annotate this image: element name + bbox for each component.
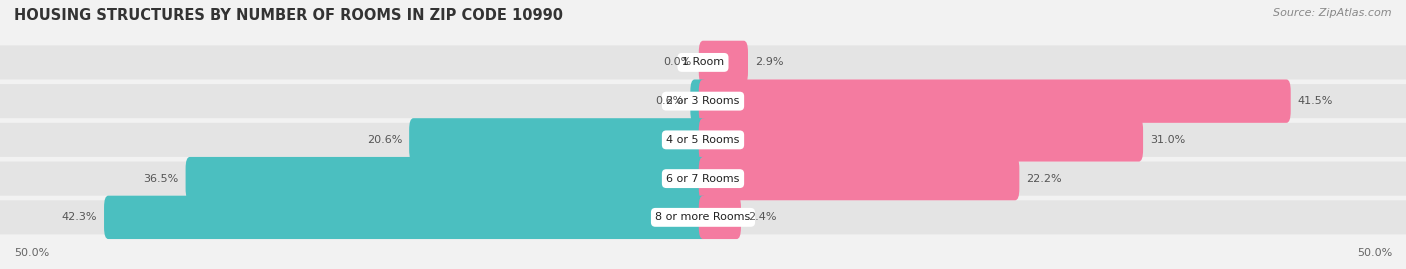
FancyBboxPatch shape — [409, 118, 707, 162]
FancyBboxPatch shape — [699, 157, 1019, 200]
FancyBboxPatch shape — [0, 123, 1406, 157]
FancyBboxPatch shape — [699, 79, 1291, 123]
FancyBboxPatch shape — [104, 196, 707, 239]
FancyBboxPatch shape — [699, 196, 741, 239]
FancyBboxPatch shape — [699, 118, 1143, 162]
FancyBboxPatch shape — [699, 41, 748, 84]
Text: 20.6%: 20.6% — [367, 135, 402, 145]
Text: 42.3%: 42.3% — [62, 212, 97, 222]
Text: 2.4%: 2.4% — [748, 212, 776, 222]
Text: Source: ZipAtlas.com: Source: ZipAtlas.com — [1274, 8, 1392, 18]
FancyBboxPatch shape — [0, 84, 1406, 118]
Text: 31.0%: 31.0% — [1150, 135, 1185, 145]
Text: 1 Room: 1 Room — [682, 57, 724, 68]
Text: 36.5%: 36.5% — [143, 174, 179, 184]
Text: 6 or 7 Rooms: 6 or 7 Rooms — [666, 174, 740, 184]
Text: 41.5%: 41.5% — [1298, 96, 1333, 106]
Text: 50.0%: 50.0% — [14, 248, 49, 258]
FancyBboxPatch shape — [0, 200, 1406, 234]
Text: 22.2%: 22.2% — [1026, 174, 1062, 184]
Text: 50.0%: 50.0% — [1357, 248, 1392, 258]
FancyBboxPatch shape — [0, 45, 1406, 79]
FancyBboxPatch shape — [690, 79, 707, 123]
Text: 2.9%: 2.9% — [755, 57, 783, 68]
Text: HOUSING STRUCTURES BY NUMBER OF ROOMS IN ZIP CODE 10990: HOUSING STRUCTURES BY NUMBER OF ROOMS IN… — [14, 8, 562, 23]
Text: 0.0%: 0.0% — [664, 57, 692, 68]
Text: 8 or more Rooms: 8 or more Rooms — [655, 212, 751, 222]
FancyBboxPatch shape — [186, 157, 707, 200]
Text: 4 or 5 Rooms: 4 or 5 Rooms — [666, 135, 740, 145]
FancyBboxPatch shape — [0, 162, 1406, 196]
Text: 2 or 3 Rooms: 2 or 3 Rooms — [666, 96, 740, 106]
Text: 0.6%: 0.6% — [655, 96, 683, 106]
